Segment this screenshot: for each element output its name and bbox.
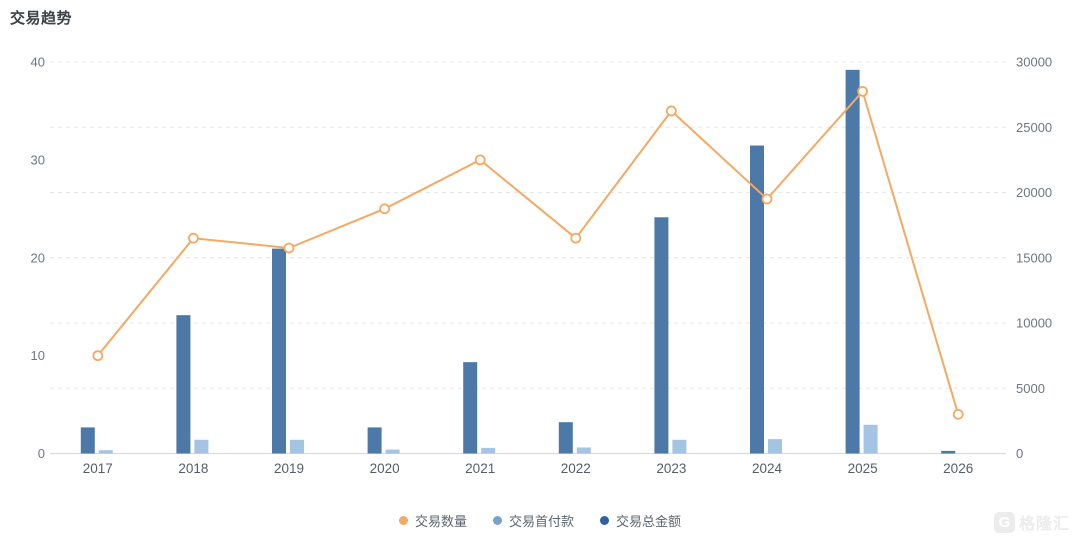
- x-axis-tick-label: 2020: [370, 461, 400, 476]
- bar-down-payment[interactable]: [863, 424, 878, 454]
- y-axis-left-tick-label: 20: [31, 250, 45, 265]
- x-axis-tick-label: 2026: [943, 461, 973, 476]
- y-axis-right-tick-label: 5000: [1016, 381, 1045, 396]
- y-axis-left-tick-label: 40: [31, 55, 45, 70]
- line-data-point[interactable]: [379, 203, 391, 215]
- line-data-point[interactable]: [92, 350, 104, 362]
- bar-down-payment[interactable]: [98, 450, 113, 454]
- bar-down-payment[interactable]: [672, 439, 687, 454]
- legend-label: 交易数量: [414, 513, 467, 529]
- line-data-point[interactable]: [857, 85, 868, 97]
- chart-title: 交易趋势: [10, 10, 73, 27]
- bar-total-amount[interactable]: [750, 145, 764, 454]
- y-axis-left-tick-label: 0: [38, 446, 45, 461]
- y-axis-right-tick-label: 0: [1016, 446, 1023, 461]
- legend-item-1[interactable]: 交易首付款: [492, 511, 574, 530]
- legend-dot-icon: [600, 515, 609, 525]
- x-axis-tick-label: 2017: [83, 461, 113, 476]
- y-axis-right-tick-label: 30000: [1016, 55, 1052, 70]
- line-data-point[interactable]: [187, 232, 199, 244]
- y-axis-right-tick-label: 20000: [1016, 185, 1052, 200]
- y-axis-right-tick-label: 25000: [1016, 120, 1052, 135]
- legend-dot-icon: [398, 515, 408, 525]
- legend-label: 交易总金额: [616, 513, 682, 529]
- bar-total-amount[interactable]: [80, 427, 95, 454]
- y-axis-right-tick-label: 10000: [1016, 316, 1052, 331]
- y-axis-right-tick-label: 15000: [1016, 250, 1052, 265]
- bar-down-payment[interactable]: [290, 439, 304, 454]
- bar-total-amount[interactable]: [272, 248, 286, 454]
- bar-down-payment[interactable]: [768, 439, 782, 454]
- legend-dot-icon: [492, 515, 502, 525]
- x-axis-tick-label: 2021: [465, 461, 495, 476]
- line-data-point[interactable]: [952, 408, 964, 420]
- line-data-point[interactable]: [761, 193, 773, 205]
- legend-item-0[interactable]: 交易数量: [398, 511, 467, 530]
- x-axis-tick-label: 2025: [848, 461, 878, 476]
- x-axis-tick-label: 2019: [274, 461, 304, 476]
- legend-label: 交易首付款: [508, 513, 574, 529]
- x-axis-tick-label: 2022: [561, 461, 591, 476]
- x-axis-tick-label: 2024: [752, 461, 783, 476]
- transaction-count-line: [96, 90, 960, 416]
- bar-down-payment[interactable]: [385, 449, 400, 454]
- chart-legend: 交易数量 交易首付款 交易总金额: [0, 508, 1080, 532]
- line-data-point[interactable]: [570, 232, 582, 244]
- gelonghui-logo-icon: G: [993, 511, 1015, 533]
- bar-total-amount[interactable]: [941, 450, 956, 454]
- bar-total-amount[interactable]: [176, 315, 191, 454]
- gelonghui-watermark-text: 格隆汇: [1018, 516, 1070, 533]
- bar-total-amount[interactable]: [463, 362, 478, 454]
- bar-down-payment[interactable]: [481, 447, 496, 454]
- bar-total-amount[interactable]: [558, 422, 573, 454]
- bar-total-amount[interactable]: [654, 217, 669, 454]
- bar-total-amount[interactable]: [367, 427, 382, 454]
- bar-down-payment[interactable]: [576, 447, 591, 454]
- line-data-point[interactable]: [283, 242, 295, 254]
- bar-down-payment[interactable]: [194, 439, 209, 454]
- gelonghui-watermark: G 格隆汇: [993, 510, 1070, 534]
- y-axis-left-tick-label: 30: [31, 152, 45, 167]
- legend-item-2[interactable]: 交易总金额: [600, 511, 681, 530]
- y-axis-left-tick-label: 10: [31, 348, 45, 363]
- line-data-point[interactable]: [474, 154, 486, 166]
- x-axis-tick-label: 2018: [178, 461, 208, 476]
- bar-total-amount[interactable]: [845, 69, 860, 454]
- x-axis-tick-label: 2023: [656, 461, 686, 476]
- line-data-point[interactable]: [666, 105, 677, 117]
